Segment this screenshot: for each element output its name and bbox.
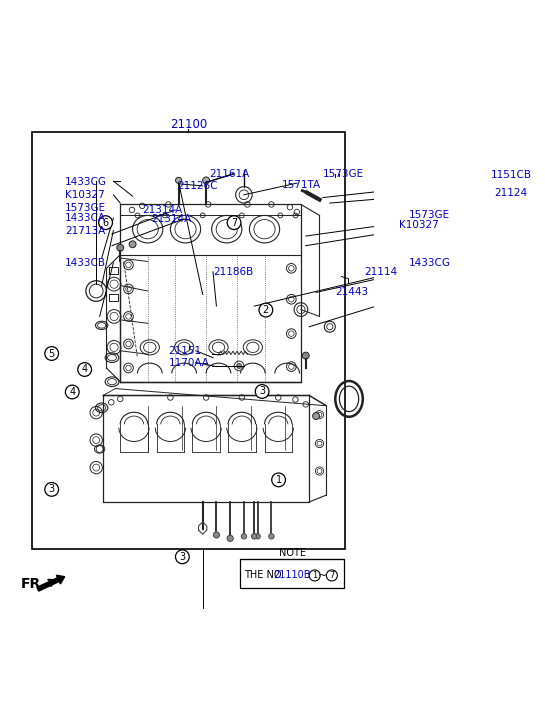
Circle shape	[213, 532, 220, 538]
Text: 21161A: 21161A	[210, 169, 250, 179]
Text: 21713A: 21713A	[65, 225, 106, 236]
Text: 1433CG: 1433CG	[409, 258, 451, 268]
Bar	[32, 132, 345, 549]
Text: 1170AA: 1170AA	[168, 358, 209, 368]
Circle shape	[203, 177, 210, 184]
Circle shape	[313, 413, 319, 419]
Text: 1571TA: 1571TA	[282, 180, 321, 190]
Text: 3: 3	[259, 387, 265, 396]
Text: 21151: 21151	[168, 346, 202, 356]
Circle shape	[251, 534, 257, 539]
Text: 21100: 21100	[169, 118, 207, 131]
Text: 5: 5	[49, 348, 55, 358]
Circle shape	[255, 534, 261, 539]
Text: 3: 3	[179, 552, 185, 562]
Text: NOTE: NOTE	[278, 547, 306, 558]
Text: 21186B: 21186B	[214, 267, 254, 277]
Text: :: :	[303, 571, 310, 580]
Text: 1433CG: 1433CG	[65, 177, 107, 187]
Text: 7: 7	[329, 571, 335, 580]
Circle shape	[227, 216, 241, 230]
Text: THE NO.: THE NO.	[244, 571, 284, 580]
Text: 21443: 21443	[335, 287, 368, 297]
Text: 21124: 21124	[495, 188, 528, 198]
Text: 4: 4	[69, 387, 75, 397]
Text: 1151CB: 1151CB	[491, 170, 532, 180]
Text: 1433CA: 1433CA	[65, 213, 106, 223]
Circle shape	[129, 241, 136, 248]
Circle shape	[302, 352, 309, 359]
Circle shape	[117, 244, 124, 251]
Text: K10327: K10327	[65, 190, 105, 200]
Circle shape	[237, 364, 241, 369]
Text: FR.: FR.	[21, 577, 46, 591]
Text: 1573GE: 1573GE	[65, 203, 106, 213]
Text: 6: 6	[102, 217, 108, 228]
Text: ~: ~	[318, 571, 328, 580]
Circle shape	[259, 303, 272, 317]
Text: 3: 3	[49, 484, 54, 494]
Text: 1433CB: 1433CB	[65, 258, 106, 268]
Circle shape	[269, 534, 274, 539]
Circle shape	[241, 534, 247, 539]
Text: 2: 2	[263, 305, 269, 315]
Circle shape	[255, 385, 269, 398]
Text: 1573GE: 1573GE	[323, 169, 364, 179]
Text: 21114: 21114	[364, 267, 397, 277]
Circle shape	[272, 473, 286, 487]
Circle shape	[175, 177, 181, 183]
Circle shape	[227, 535, 233, 542]
Text: 1: 1	[276, 475, 282, 485]
Text: 4: 4	[82, 364, 88, 374]
Circle shape	[326, 570, 337, 581]
Circle shape	[78, 363, 92, 377]
Text: 1573GE: 1573GE	[409, 210, 450, 220]
Text: 21314A: 21314A	[151, 214, 191, 224]
FancyArrowPatch shape	[40, 579, 56, 587]
FancyArrow shape	[37, 575, 65, 591]
Text: 7: 7	[231, 217, 237, 228]
Circle shape	[99, 216, 112, 230]
Circle shape	[309, 570, 320, 581]
Circle shape	[45, 483, 58, 497]
Text: 21110B: 21110B	[273, 571, 310, 580]
Text: 21314A: 21314A	[142, 205, 183, 215]
Circle shape	[175, 550, 189, 563]
Text: 21126C: 21126C	[177, 181, 218, 191]
Bar	[240, 559, 343, 588]
Circle shape	[65, 385, 79, 399]
Circle shape	[45, 347, 58, 361]
Text: 1: 1	[312, 571, 317, 580]
Text: K10327: K10327	[398, 220, 438, 230]
